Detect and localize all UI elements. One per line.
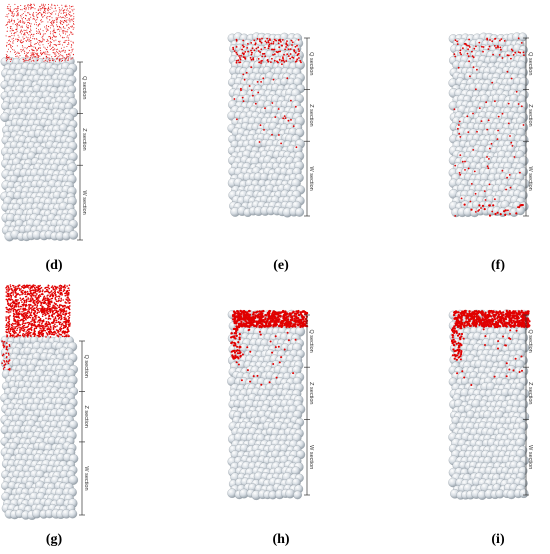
- diagram-f: Q section Z section W section: [448, 32, 533, 218]
- sphere-column: [0, 56, 79, 242]
- diagram-h: Q section Z section W section: [227, 309, 314, 501]
- panel-label-g: (g): [45, 532, 63, 547]
- diagram-g: Q section Z section W section: [0, 284, 89, 520]
- section-label: W section: [527, 445, 533, 469]
- section-label: W section: [308, 167, 314, 191]
- section-label: Q section: [527, 329, 533, 352]
- section-label: W section: [81, 191, 87, 215]
- particle-cloud: [1, 284, 71, 371]
- section-axis: Q section Z section W section: [523, 37, 533, 217]
- section-label: Q section: [308, 329, 314, 352]
- section-label: W section: [83, 466, 89, 490]
- section-label: Q section: [83, 355, 89, 378]
- section-axis: Q section Z section W section: [77, 61, 87, 241]
- panel-label-d: (d): [45, 258, 63, 273]
- section-label: Z section: [81, 128, 87, 150]
- panel-e: Q section Z section W section (e): [183, 0, 366, 277]
- panel-label-f: (f): [491, 258, 505, 273]
- section-label: Z section: [83, 406, 89, 428]
- particle-cloud: [230, 309, 309, 386]
- panel-i: Q section Z section W section (i): [366, 277, 550, 554]
- panel-label-h: (h): [272, 532, 290, 547]
- panel-d: Q section Z section W section (d): [0, 0, 183, 277]
- sphere-column: [448, 32, 530, 218]
- section-label: Q section: [527, 52, 533, 75]
- sphere-column: [0, 335, 79, 520]
- section-axis: Q section Z section W section: [304, 314, 314, 496]
- section-label: Z section: [308, 104, 314, 126]
- section-label: Z section: [527, 382, 533, 404]
- section-label: W section: [308, 445, 314, 469]
- particle-cloud: [453, 37, 525, 217]
- section-label: W section: [527, 167, 533, 191]
- section-axis: Q section Z section W section: [304, 37, 314, 217]
- panel-g: Q section Z section W section (g): [0, 277, 183, 554]
- section-label: Q section: [81, 76, 87, 99]
- diagram-e: Q section Z section W section: [227, 32, 314, 218]
- section-label: Z section: [527, 104, 533, 126]
- sphere-column: [227, 32, 306, 218]
- panel-label-e: (e): [273, 258, 289, 273]
- section-label: Q section: [308, 52, 314, 75]
- panel-label-i: (i): [491, 532, 505, 547]
- section-axis: Q section Z section W section: [523, 314, 533, 496]
- particle-cloud: [450, 309, 531, 386]
- panel-f: Q section Z section W section (f): [366, 0, 550, 277]
- section-label: Z section: [308, 382, 314, 404]
- panel-h: Q section Z section W section (h): [183, 277, 366, 554]
- section-axis: Q section Z section W section: [79, 340, 89, 516]
- diagram-i: Q section Z section W section: [448, 309, 533, 500]
- diagram-d: Q section Z section W section: [0, 3, 87, 242]
- particle-cloud: [232, 37, 302, 149]
- particle-cloud: [5, 3, 75, 63]
